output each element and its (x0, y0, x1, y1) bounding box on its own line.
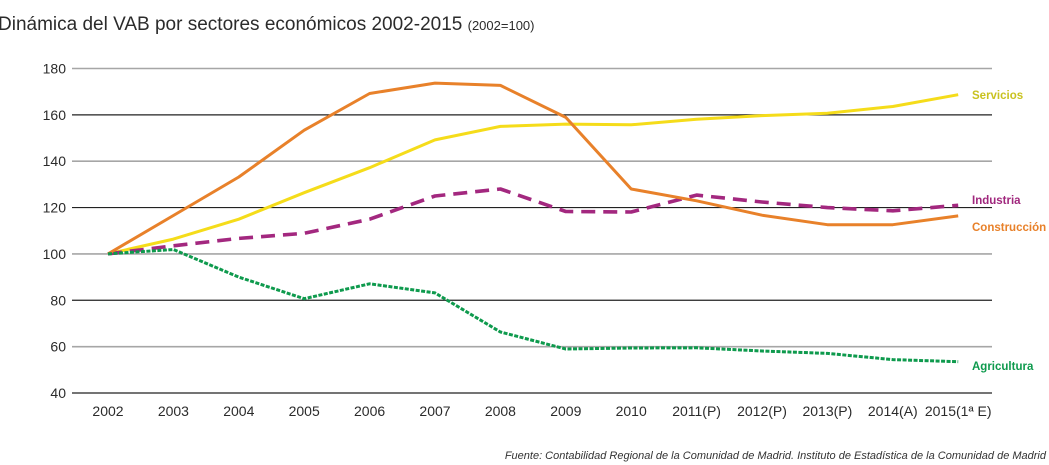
series-lines (107, 81, 959, 364)
gridlines (72, 67, 992, 394)
chart-title-text: Dinámica del VAB por sectores económicos… (0, 14, 463, 35)
y-tick-label: 120 (43, 200, 67, 216)
x-tick-label: 2009 (550, 403, 581, 419)
x-axis: 2002 2003 2004 2005 2006 2007 2008 2009 2010 2011… (92, 403, 991, 419)
x-tick-label: 2006 (354, 403, 385, 419)
y-tick-label: 140 (43, 153, 67, 169)
chart-subtitle: (2002=100) (467, 18, 535, 33)
x-tick-label: 2013(P) (802, 403, 852, 419)
x-tick-label: 2010 (616, 403, 647, 419)
x-tick-label: 2004 (223, 403, 254, 419)
series-label-construccin: Construcción (972, 222, 1046, 234)
y-tick-label: 100 (43, 246, 67, 262)
x-tick-label: 2011(P) (672, 403, 721, 419)
series-label-agricultura: Agricultura (972, 361, 1034, 373)
y-tick-label: 80 (50, 292, 66, 308)
y-tick-label: 60 (50, 339, 66, 355)
x-tick-label: 2002 (92, 403, 123, 419)
x-tick-label: 2014(A) (868, 403, 918, 419)
series-line-agricultura (107, 248, 959, 364)
series-labels: Servicios Industria Construcción Agricultur… (972, 90, 1046, 373)
series-line-industria (107, 187, 959, 256)
chart-title: Dinámica del VAB por sectores económicos… (0, 14, 535, 36)
x-tick-label: 2008 (485, 403, 516, 419)
y-axis: 180 160 140 120 100 80 60 40 (43, 61, 67, 402)
x-tick-label: 2015(1ª E) (925, 403, 992, 419)
x-tick-label: 2005 (289, 403, 320, 419)
x-tick-label: 2003 (158, 403, 189, 419)
series-line-servicios (107, 93, 959, 256)
series-line-construccin (107, 81, 959, 256)
series-label-servicios: Servicios (972, 90, 1023, 102)
x-tick-label: 2012(P) (737, 403, 787, 419)
y-tick-label: 180 (43, 61, 67, 77)
x-tick-label: 2007 (419, 403, 450, 419)
y-tick-label: 160 (43, 107, 67, 123)
series-label-industria: Industria (972, 195, 1021, 207)
source-note: Fuente: Contabilidad Regional de la Comu… (504, 450, 1046, 462)
y-tick-label: 40 (50, 385, 66, 401)
